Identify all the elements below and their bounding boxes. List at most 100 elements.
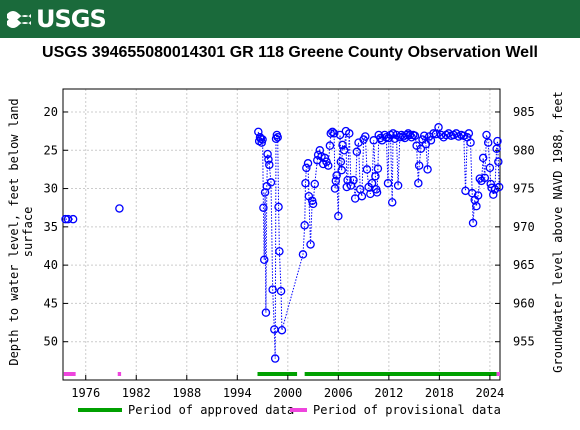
data-point [302, 163, 311, 173]
x-tick-label: 1982 [122, 386, 151, 400]
data-point [383, 178, 393, 188]
data-point [494, 182, 504, 192]
usgs-logo[interactable]: USGS [6, 4, 107, 34]
data-point [273, 132, 282, 142]
data-point [334, 211, 343, 221]
data-point [390, 134, 399, 144]
y-left-tick-label: 35 [44, 220, 58, 234]
data-point [271, 134, 281, 144]
data-point [480, 173, 490, 183]
y-left-tick-label: 45 [44, 296, 58, 310]
data-point [270, 354, 280, 363]
data-point [405, 130, 415, 140]
data-point [371, 172, 380, 181]
data-point [306, 240, 315, 249]
data-point [468, 218, 478, 228]
x-tick-label: 2006 [324, 386, 353, 400]
data-point [490, 185, 500, 194]
data-point [410, 131, 420, 140]
x-tick-label: 2018 [425, 386, 454, 400]
y-right-tick-label: 955 [513, 335, 535, 349]
data-point [326, 129, 336, 138]
data-point [416, 144, 426, 153]
data-point [414, 178, 423, 188]
data-point [261, 308, 271, 317]
data-point [436, 130, 446, 140]
data-point [434, 123, 443, 132]
x-axis: 1976 1982 1988 1994 2000 2006 2012 2018 2024 [71, 375, 504, 400]
usgs-logo-text: USGS [36, 5, 107, 33]
data-point [483, 138, 493, 147]
data-point [310, 179, 320, 189]
data-point [352, 147, 362, 157]
data-point [268, 285, 277, 294]
y-right-tick-label: 965 [513, 258, 535, 272]
data-point [357, 191, 367, 201]
data-point [336, 157, 346, 166]
y-left-tick-label: 30 [44, 182, 58, 196]
data-point [258, 135, 267, 144]
data-point [275, 247, 284, 256]
plot-frame [62, 88, 501, 381]
data-point [274, 202, 283, 212]
data-point [300, 221, 309, 230]
data-point [494, 157, 503, 166]
data-point [493, 136, 502, 146]
data-point [338, 140, 347, 150]
data-point [63, 214, 73, 224]
data-point [414, 161, 424, 170]
y-axis-right: 985 980 975 970 965 960 955 [495, 105, 535, 349]
y-left-tick-label: 40 [44, 258, 58, 272]
data-point [322, 157, 331, 166]
usgs-wave-logo-icon [7, 11, 31, 28]
data-point [298, 250, 308, 259]
data-point [266, 178, 276, 187]
data-point [335, 130, 345, 140]
y-right-tick-label: 975 [513, 182, 535, 196]
data-point [260, 188, 270, 197]
data-point [323, 161, 333, 170]
chart-title: USGS 394655080014301 GR 118 Greene Count… [42, 44, 538, 61]
data-point [345, 129, 354, 138]
data-point [331, 176, 341, 186]
data-point [259, 203, 268, 212]
y-left-tick-label: 20 [44, 105, 58, 119]
y-left-tick-label: 50 [44, 335, 58, 349]
data-point [362, 165, 372, 174]
x-tick-label: 2024 [475, 386, 504, 400]
data-point [466, 138, 475, 147]
y-axis-left-label-line2: surface [21, 207, 35, 258]
data-point [328, 127, 337, 137]
data-point [475, 174, 485, 183]
data-point [301, 178, 310, 188]
data-point [263, 149, 272, 159]
data-point [372, 188, 382, 197]
y-right-tick-label: 960 [513, 296, 535, 310]
data-point [367, 178, 377, 188]
x-tick-label: 1994 [223, 386, 252, 400]
data-point [361, 132, 370, 141]
legend-approved-label: Period of approved data [128, 403, 294, 417]
data-point [264, 155, 273, 164]
data-point [489, 190, 498, 199]
data-point [346, 181, 356, 190]
data-point [464, 129, 474, 138]
x-tick-label: 1988 [172, 386, 201, 400]
data-point [373, 164, 383, 173]
y-right-tick-label: 970 [513, 220, 535, 234]
y-axis-right-label: Groundwater level above NAVD 1988, feet [551, 91, 565, 373]
data-point [325, 141, 335, 150]
data-point [472, 201, 481, 211]
legend: Period of approved data Period of provis… [78, 403, 501, 417]
data-point [486, 179, 495, 189]
data-point [320, 153, 330, 163]
y-axis-left: 20 25 30 35 40 45 50 [44, 105, 68, 349]
data-point [68, 214, 78, 224]
y-axis-left-label-line1: Depth to water level, feet below land [7, 98, 21, 365]
data-point [339, 146, 349, 155]
data-point [349, 175, 358, 185]
data-point [337, 165, 346, 175]
y-right-tick-label: 985 [513, 105, 535, 119]
x-tick-label: 2012 [374, 386, 403, 400]
